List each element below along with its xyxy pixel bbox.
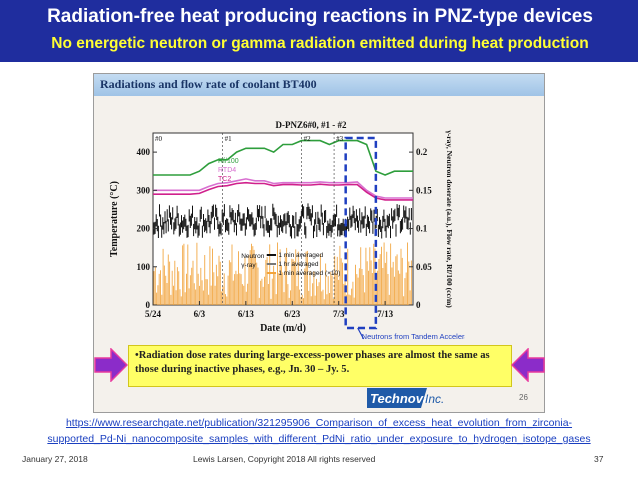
phase-label: #2 bbox=[304, 135, 312, 143]
y-axis-title: Temperature (°C) bbox=[109, 181, 120, 257]
y2-axis-title: γ-ray, Neutron doserate (a.u.), Flow rat… bbox=[445, 129, 454, 308]
annotation-leader bbox=[357, 327, 365, 340]
phase-label: #3 bbox=[336, 135, 344, 143]
y2-tick-label: 0.15 bbox=[416, 185, 432, 195]
technova-logo: Technova Inc. bbox=[367, 388, 444, 408]
radiation-flow-chart: #0 #1 #2 #3 Neutrons from Tandem Accelerator… bbox=[109, 120, 465, 341]
y2-tick-label: 0.2 bbox=[416, 147, 428, 157]
legend-entry-label: 1 hr averaged bbox=[278, 261, 318, 268]
series-rf100-line bbox=[153, 139, 413, 176]
legend-series-label: Neutron bbox=[241, 253, 265, 260]
footer-credit: Lewis Larsen, Copyright 2018 All rights … bbox=[193, 454, 376, 464]
x-axis-title: Date (m/d) bbox=[260, 323, 306, 334]
highlight-note-box: •Radiation dose rates during large-exces… bbox=[128, 345, 512, 387]
embedded-page-number: 26 bbox=[519, 393, 528, 402]
legend-label: RTD4 bbox=[218, 167, 236, 174]
y-tick-label: 300 bbox=[137, 185, 151, 195]
legend-entry-label: 1 min averaged bbox=[278, 252, 323, 259]
y2-tick-label: 0.05 bbox=[416, 262, 432, 272]
slide-subtitle: No energetic neutron or gamma radiation … bbox=[51, 35, 589, 52]
embedded-slide-heading: Radiations and flow rate of coolant BT40… bbox=[100, 77, 317, 91]
phase-label: #0 bbox=[155, 135, 163, 143]
annotation-text: Neutrons from Tandem Accelerator bbox=[362, 332, 465, 341]
title-banner: Radiation-free heat producing reactions … bbox=[0, 0, 638, 62]
source-link-line-1[interactable]: https://www.researchgate.net/publication… bbox=[65, 417, 573, 429]
series-tc2-line bbox=[153, 181, 413, 201]
x-tick-label: 7/13 bbox=[377, 309, 394, 319]
footer-page-number: 37 bbox=[594, 454, 604, 464]
left-arrow-icon bbox=[511, 348, 545, 382]
y2-tick-label: 0 bbox=[416, 300, 421, 310]
x-tick-label: 6/3 bbox=[194, 309, 206, 319]
legend-entry-label: 1 min averaged (×10) bbox=[278, 270, 340, 277]
right-arrow-icon bbox=[94, 348, 128, 382]
series-rtd4-line bbox=[153, 178, 413, 199]
legend-series-label: γ-ray bbox=[241, 262, 256, 269]
y-tick-label: 200 bbox=[137, 224, 151, 234]
footer-date: January 27, 2018 bbox=[22, 454, 88, 464]
phase-label: #1 bbox=[225, 135, 233, 143]
y-tick-label: 0 bbox=[146, 300, 151, 310]
svg-text:Inc.: Inc. bbox=[425, 392, 444, 406]
gamma-ray-series bbox=[153, 242, 412, 305]
y-tick-label: 400 bbox=[137, 147, 151, 157]
x-tick-label: 5/24 bbox=[145, 309, 162, 319]
slide-title: Radiation-free heat producing reactions … bbox=[47, 6, 593, 27]
x-tick-label: 6/23 bbox=[284, 309, 301, 319]
accelerator-window bbox=[344, 136, 378, 330]
highlight-note-text: •Radiation dose rates during large-exces… bbox=[135, 350, 490, 375]
source-link-line-2[interactable]: supported_Pd-Ni_nanocomposite_samples_wi… bbox=[47, 433, 591, 445]
chart-title: D-PNZ6#0, #1 - #2 bbox=[276, 120, 347, 130]
y2-tick-label: 0.1 bbox=[416, 224, 428, 234]
legend-label: Rf/100 bbox=[218, 158, 239, 165]
svg-text:Technova: Technova bbox=[370, 391, 430, 406]
y-tick-label: 100 bbox=[137, 262, 151, 272]
x-tick-label: 7/3 bbox=[333, 309, 345, 319]
x-tick-label: 6/13 bbox=[238, 309, 255, 319]
embedded-slide-header: Radiations and flow rate of coolant BT40… bbox=[94, 74, 544, 96]
legend-label: TC2 bbox=[218, 176, 231, 183]
